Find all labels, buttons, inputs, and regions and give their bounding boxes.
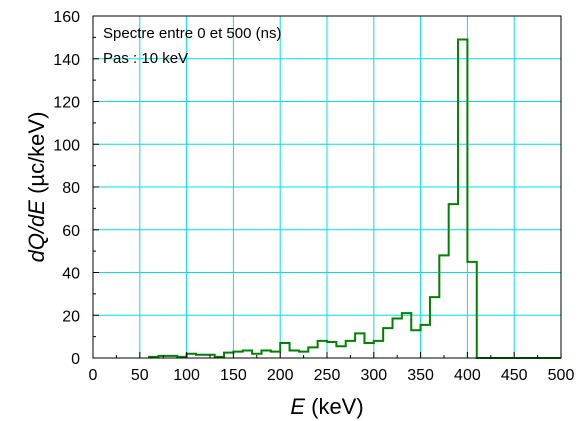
x-axis-title-italic: E xyxy=(290,394,305,419)
y-tick-label: 60 xyxy=(62,223,80,240)
y-tick-label: 100 xyxy=(53,137,80,154)
x-axis-title: E (keV) xyxy=(290,394,363,419)
y-tick-labels: 0 20 40 60 80 100 120 140 160 xyxy=(53,9,80,368)
annotation-1: Spectre entre 0 et 500 (ns) xyxy=(103,25,281,42)
x-tick-label: 450 xyxy=(501,367,528,384)
x-tick-label: 0 xyxy=(89,367,98,384)
y-tick-label: 140 xyxy=(53,52,80,69)
y-tick-label: 40 xyxy=(62,266,80,283)
x-tick-label: 300 xyxy=(360,367,387,384)
axes xyxy=(92,15,562,359)
grid-lines xyxy=(93,16,561,358)
x-tick-label: 150 xyxy=(220,367,247,384)
x-tick-label: 250 xyxy=(314,367,341,384)
x-tick-labels: 0 50 100 150 200 250 300 350 400 450 500 xyxy=(89,367,575,384)
x-tick-label: 500 xyxy=(548,367,575,384)
x-tick-label: 200 xyxy=(267,367,294,384)
y-axis-title-rest: (µc/keV) xyxy=(24,112,49,200)
y-axis-title-italic: dQ/dE xyxy=(24,200,49,263)
y-tick-label: 20 xyxy=(62,308,80,325)
x-tick-label: 400 xyxy=(454,367,481,384)
x-tick-label: 350 xyxy=(407,367,434,384)
y-tick-label: 160 xyxy=(53,9,80,26)
y-tick-label: 0 xyxy=(71,351,80,368)
y-tick-label: 120 xyxy=(53,95,80,112)
x-tick-label: 50 xyxy=(131,367,149,384)
x-axis-title-rest: (keV) xyxy=(305,394,364,419)
y-tick-label: 80 xyxy=(62,180,80,197)
annotation-2: Pas : 10 keV xyxy=(103,50,188,67)
y-axis-title: dQ/dE (µc/keV) xyxy=(24,112,49,263)
x-tick-label: 100 xyxy=(173,367,200,384)
series-line xyxy=(148,38,561,359)
